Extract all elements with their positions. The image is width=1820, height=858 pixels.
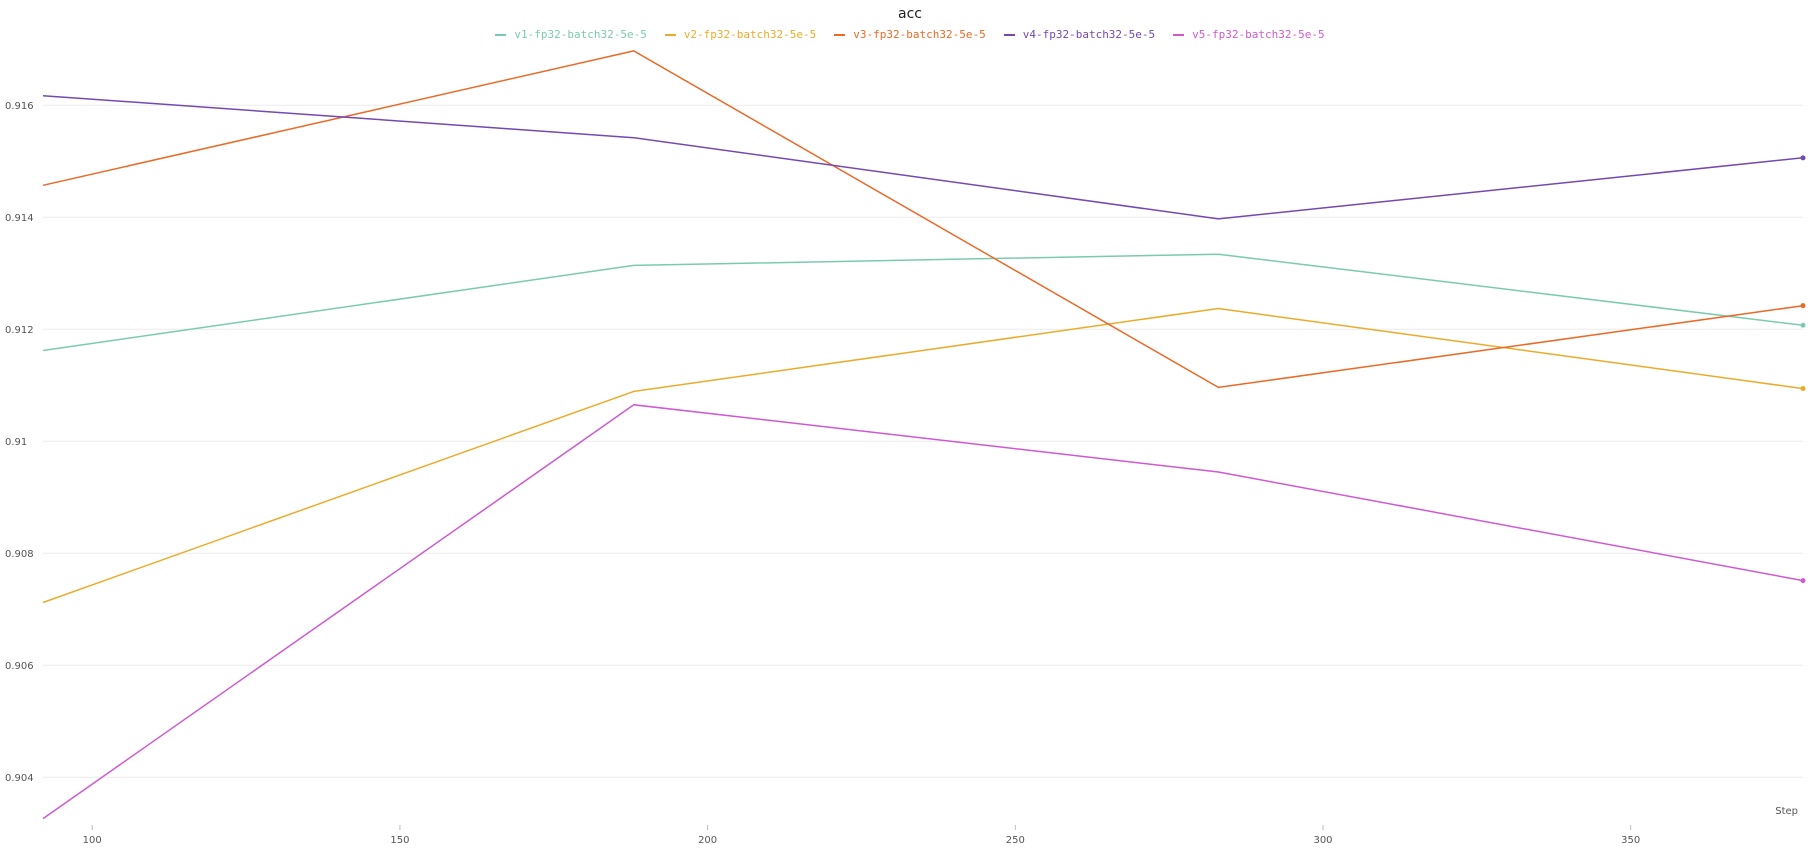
x-tick-label: 100 xyxy=(83,835,102,846)
legend-item[interactable]: v3-fp32-batch32-5e-5 xyxy=(834,28,986,41)
series-end-marker xyxy=(1800,386,1806,392)
y-tick-label: 0.912 xyxy=(5,325,34,336)
series-line xyxy=(42,307,1804,604)
legend-swatch xyxy=(495,33,507,36)
y-tick-label: 0.904 xyxy=(5,773,34,784)
y-tick-label: 0.916 xyxy=(5,101,34,112)
x-tick-label: 250 xyxy=(1006,835,1025,846)
series-end-marker xyxy=(1800,322,1806,328)
y-tick-label: 0.914 xyxy=(5,213,34,224)
x-tick-label: 300 xyxy=(1313,835,1332,846)
legend: v1-fp32-batch32-5e-5 v2-fp32-batch32-5e-… xyxy=(0,28,1820,41)
legend-swatch xyxy=(1003,33,1015,36)
legend-label: v4-fp32-batch32-5e-5 xyxy=(1022,28,1156,41)
legend-label: v3-fp32-batch32-5e-5 xyxy=(853,28,986,41)
y-tick-label: 0.908 xyxy=(5,549,34,560)
legend-label: v1-fp32-batch32-5e-5 xyxy=(514,28,647,41)
x-tick-label: 200 xyxy=(698,835,717,846)
series-end-marker xyxy=(1800,303,1806,309)
legend-item[interactable]: v4-fp32-batch32-5e-5 xyxy=(1003,28,1156,41)
x-tick-label: 150 xyxy=(390,835,409,846)
series-line xyxy=(42,94,1804,220)
legend-label: v5-fp32-batch32-5e-5 xyxy=(1192,28,1325,41)
y-tick-label: 0.906 xyxy=(5,661,34,672)
series-end-marker xyxy=(1800,155,1806,161)
legend-swatch xyxy=(834,33,846,36)
y-tick-label: 0.91 xyxy=(5,437,27,448)
x-axis-label: Step xyxy=(1775,806,1798,817)
legend-label: v2-fp32-batch32-5e-5 xyxy=(683,28,817,41)
legend-item[interactable]: v5-fp32-batch32-5e-5 xyxy=(1173,28,1325,41)
series-line xyxy=(42,404,1804,820)
series-end-marker xyxy=(1800,578,1806,584)
series-line xyxy=(42,50,1804,389)
legend-swatch xyxy=(664,33,676,36)
chart-title: acc xyxy=(898,6,922,22)
x-tick-label: 350 xyxy=(1621,835,1640,846)
legend-item[interactable]: v2-fp32-batch32-5e-5 xyxy=(664,28,817,41)
legend-item[interactable]: v1-fp32-batch32-5e-5 xyxy=(495,28,647,41)
legend-swatch xyxy=(1173,33,1185,36)
series-line xyxy=(42,253,1804,352)
